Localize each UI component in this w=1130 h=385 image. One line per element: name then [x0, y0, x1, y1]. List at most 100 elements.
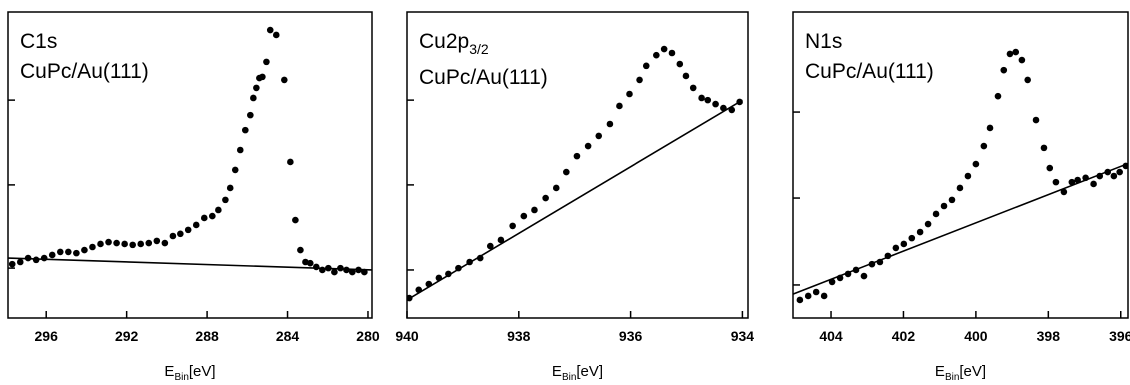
- data-point: [1060, 188, 1068, 196]
- data-point: [292, 216, 299, 224]
- data-point: [668, 49, 676, 57]
- data-point: [900, 240, 908, 248]
- data-point: [263, 58, 270, 66]
- data-point: [1046, 164, 1054, 172]
- data-point: [236, 146, 244, 154]
- data-point: [16, 258, 24, 266]
- data-point: [1006, 50, 1014, 58]
- data-point: [1104, 168, 1112, 176]
- data-point: [297, 246, 304, 254]
- data-point: [892, 244, 900, 252]
- data-point: [736, 98, 743, 106]
- data-point: [868, 260, 876, 268]
- x-tick-label: 396: [1109, 328, 1130, 344]
- baseline-line: [407, 99, 743, 301]
- data-point: [606, 120, 614, 128]
- data-point: [860, 272, 868, 280]
- data-point: [169, 232, 177, 240]
- x-tick-label: 292: [115, 328, 139, 344]
- data-point: [361, 268, 368, 276]
- data-point: [200, 214, 208, 222]
- plot-frame: [7, 11, 373, 319]
- x-axis-label: EBin[eV]: [935, 363, 986, 383]
- data-point: [563, 168, 570, 176]
- x-label-sub: Bin: [562, 372, 576, 383]
- x-tick-label: 280: [356, 328, 380, 344]
- data-point: [728, 106, 736, 114]
- panel: 404 402 400 398 396 N1s CuPc/Au(111) EBin[eV]: [792, 11, 1130, 383]
- data-point: [466, 258, 473, 266]
- data-point: [1040, 144, 1048, 152]
- data-point: [337, 264, 344, 272]
- x-tick-label: 400: [964, 328, 988, 344]
- data-point: [852, 266, 860, 274]
- annotation-text: N1s: [805, 30, 842, 53]
- data-point: [1082, 174, 1089, 182]
- x-label-main: E: [935, 363, 945, 380]
- data-point: [312, 263, 320, 271]
- x-tick-label: 934: [731, 328, 755, 344]
- x-label-suffix: [eV]: [189, 363, 216, 380]
- data-point: [177, 230, 184, 238]
- x-label-suffix: [eV]: [576, 363, 603, 380]
- data-point: [445, 270, 452, 278]
- data-point: [932, 210, 940, 218]
- data-point: [836, 274, 844, 282]
- data-point: [250, 94, 257, 102]
- data-point: [595, 132, 603, 140]
- data-point: [828, 278, 836, 286]
- data-point: [105, 238, 112, 246]
- x-label-main: E: [164, 363, 174, 380]
- data-point: [980, 142, 988, 150]
- data-point: [266, 26, 274, 34]
- data-point: [884, 252, 892, 260]
- data-point: [97, 240, 104, 248]
- data-point: [272, 31, 280, 39]
- data-point: [184, 226, 192, 234]
- x-label-suffix: [eV]: [959, 363, 986, 380]
- data-point: [40, 254, 48, 262]
- data-point: [425, 280, 433, 288]
- plot-frame: [406, 11, 749, 319]
- data-point: [616, 102, 623, 110]
- annotation-text: CuPc/Au(111): [805, 60, 934, 83]
- panel: 940 938 936 934 Cu2p3/2 CuPc/Au(111) EBin[eV]: [395, 11, 755, 383]
- data-point: [242, 126, 249, 134]
- data-point: [455, 264, 462, 272]
- annotation: Cu2p3/2: [419, 30, 489, 57]
- data-point: [796, 296, 804, 304]
- data-point: [486, 242, 494, 250]
- data-point: [924, 220, 932, 228]
- data-point: [509, 222, 516, 230]
- data-point: [916, 228, 924, 236]
- data-point: [247, 111, 254, 119]
- data-point: [584, 142, 592, 150]
- x-label-sub: Bin: [174, 372, 188, 383]
- data-point: [306, 259, 314, 267]
- data-point: [215, 206, 222, 214]
- data-point: [331, 268, 338, 276]
- data-point: [720, 104, 727, 112]
- annotation-text: CuPc/Au(111): [20, 60, 149, 83]
- data-point: [1018, 56, 1026, 64]
- annotation: C1s: [20, 30, 57, 53]
- data-point: [355, 266, 362, 274]
- data-point: [820, 292, 828, 300]
- data-point: [682, 72, 690, 80]
- data-point: [497, 236, 505, 244]
- data-point: [415, 286, 423, 294]
- x-tick-label: 284: [276, 328, 300, 344]
- annotation-text: Cu2p: [419, 30, 469, 53]
- data-point: [476, 254, 484, 262]
- data-point: [994, 92, 1002, 100]
- data-point: [844, 270, 852, 278]
- data-point: [698, 94, 705, 102]
- data-point: [65, 248, 72, 256]
- x-tick-label: 398: [1037, 328, 1061, 344]
- data-point: [348, 268, 356, 276]
- annotation-text: CuPc/Au(111): [419, 66, 548, 89]
- data-point: [986, 124, 994, 132]
- panel: 296 292 288 284 280 C1s CuPc/Au(111) EBin[eV]: [7, 11, 380, 383]
- data-point: [253, 84, 260, 92]
- data-point: [32, 256, 40, 264]
